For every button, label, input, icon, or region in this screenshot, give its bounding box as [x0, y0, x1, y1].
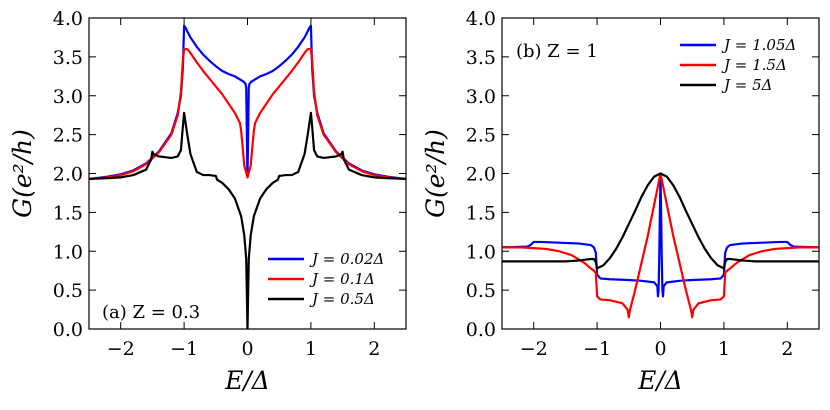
legend: J = 1.05Δ J = 1.5Δ J = 5Δ — [680, 36, 796, 94]
x-tick-label: −2 — [520, 338, 548, 360]
series-group — [89, 24, 406, 329]
y-tick-label: 2.5 — [466, 125, 496, 147]
legend-label-1: J = 0.02Δ — [309, 250, 384, 268]
legend-label-3: J = 5Δ — [721, 76, 773, 94]
y-tick-label: 3.5 — [53, 47, 83, 69]
series-line-2 — [89, 48, 406, 181]
y-tick-label: 0.0 — [466, 319, 496, 341]
x-axis-label: E/Δ — [224, 366, 270, 395]
y-tick-label: 4.0 — [466, 8, 496, 30]
y-tick-label: 0.0 — [53, 319, 83, 341]
y-tick-label: 0.5 — [53, 280, 83, 302]
x-tick-label: 0 — [241, 338, 253, 360]
series-line-1 — [502, 172, 819, 298]
y-tick-label: 2.0 — [466, 164, 496, 186]
y-tick-label: 0.5 — [466, 280, 496, 302]
legend-label-1: J = 1.05Δ — [721, 36, 796, 54]
series-line-3 — [502, 172, 819, 270]
x-tick-label: 1 — [305, 338, 317, 360]
legend: J = 0.02Δ J = 0.1Δ J = 0.5Δ — [268, 250, 384, 308]
y-tick-label: 3.5 — [466, 47, 496, 69]
legend-label-3: J = 0.5Δ — [309, 290, 375, 308]
panel-b: −2 −1 0 1 2 0.0 0.5 1.0 1.5 2.0 2.5 3.0 3.5 4.0 E/Δ G(e… — [421, 8, 820, 395]
y-tick-label: 1.0 — [53, 241, 83, 263]
x-tick-label: 2 — [781, 338, 793, 360]
y-tick-label: 4.0 — [53, 8, 83, 30]
y-tick-label: 2.0 — [53, 164, 83, 186]
panel-a: −2 −1 0 1 2 0.0 0.5 1.0 1.5 2.0 2.5 3.0 3.5 4.0 E/Δ G(e… — [8, 8, 407, 395]
panel-label: (b) Z = 1 — [516, 41, 598, 62]
x-axis-label: E/Δ — [637, 366, 683, 395]
x-tick-label: 1 — [718, 338, 730, 360]
series-line-1 — [89, 24, 406, 181]
y-tick-label: 1.5 — [53, 202, 83, 224]
y-tick-label: 1.5 — [466, 202, 496, 224]
x-tick-label: −1 — [583, 338, 611, 360]
x-tick-label: 0 — [654, 338, 666, 360]
x-tick-label: 2 — [368, 338, 380, 360]
series-line-3 — [89, 111, 406, 329]
y-axis-label: G(e²/h) — [8, 129, 37, 218]
y-tick-label: 1.0 — [466, 241, 496, 263]
y-tick-label: 2.5 — [53, 125, 83, 147]
x-tick-label: −2 — [107, 338, 135, 360]
y-tick-label: 3.0 — [466, 86, 496, 108]
legend-label-2: J = 0.1Δ — [309, 270, 375, 288]
x-tick-label: −1 — [170, 338, 198, 360]
panel-label: (a) Z = 0.3 — [102, 302, 200, 323]
y-axis-label: G(e²/h) — [421, 129, 450, 218]
legend-label-2: J = 1.5Δ — [721, 56, 787, 74]
y-tick-label: 3.0 — [53, 86, 83, 108]
series-group — [502, 172, 819, 319]
